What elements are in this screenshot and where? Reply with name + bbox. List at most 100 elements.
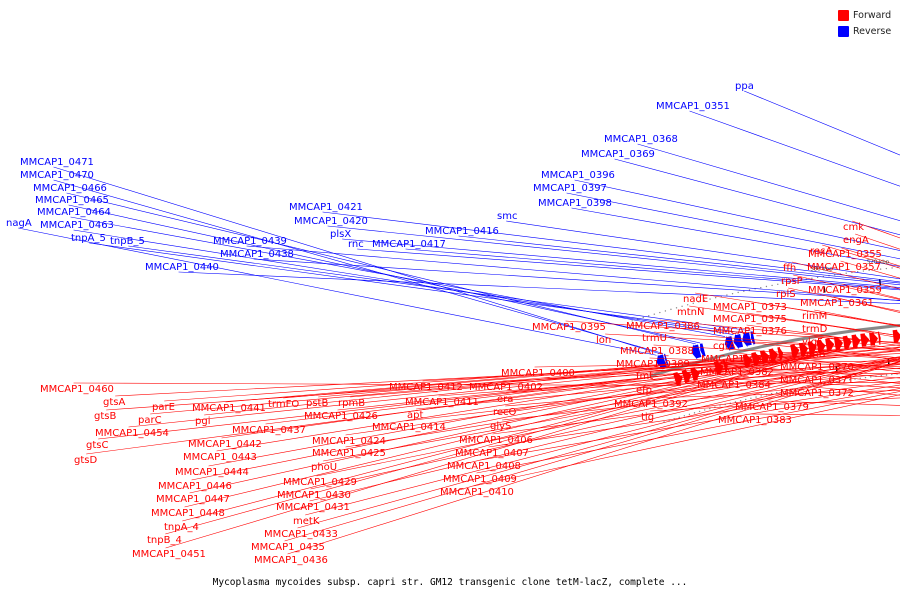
forward-gene-label: ffh (783, 263, 796, 274)
forward-gene-label: gtsC (86, 440, 108, 451)
forward-gene-label: gtsD (74, 455, 97, 466)
major-tick (823, 286, 826, 293)
reverse-leader-line (73, 229, 734, 335)
reverse-leader-line (128, 245, 751, 332)
reverse-gene-label: MMCAP1_0440 (145, 262, 219, 273)
reverse-leader-line (322, 211, 900, 283)
minor-dot (782, 282, 785, 284)
reverse-gene-label: tnpB_5 (110, 236, 145, 247)
forward-gene-label: MMCAP1_0400 (501, 368, 575, 379)
forward-gene-label: MMCAP1_0370 (780, 362, 854, 373)
forward-gene-label: MMCAP1_0446 (158, 481, 232, 492)
reverse-gene-label: MMCAP1_0368 (604, 134, 678, 145)
minor-dot (675, 307, 678, 309)
reverse-leader-line (246, 245, 900, 301)
reverse-leader-line (614, 158, 900, 236)
forward-gene-arrow (892, 329, 900, 344)
forward-leader-line (746, 300, 900, 327)
minor-dot (692, 302, 694, 305)
forward-leader-line (422, 353, 900, 382)
forward-leader-line (221, 349, 851, 439)
forward-gene-label: MMCAP1_0382 (700, 367, 774, 378)
reverse-leader-line (342, 238, 900, 288)
forward-gene-label: MMCAP1_0430 (277, 490, 351, 501)
minor-dot (704, 409, 706, 411)
forward-gene-label: pstB (306, 398, 328, 409)
forward-leader-line (605, 333, 900, 351)
forward-gene-label: MMCAP1_0389 (616, 359, 690, 370)
reverse-gene-label: MMCAP1_0466 (33, 183, 107, 194)
minor-dot (726, 294, 728, 296)
forward-gene-label: MMCAP1_0414 (372, 422, 446, 433)
forward-leader-line (502, 377, 900, 421)
forward-leader-line (337, 350, 900, 411)
forward-gene-label: MMCAP1_0460 (40, 384, 114, 395)
legend-label-reverse: Reverse (853, 26, 892, 37)
forward-gene-label: MMCAP1_0437 (232, 425, 306, 436)
minor-dot (794, 280, 796, 282)
forward-gene-label: MMCAP1_0412 (389, 382, 463, 393)
forward-gene-label: MMCAP1_0409 (443, 474, 517, 485)
minor-dot (686, 304, 689, 306)
forward-gene-label: metK (293, 516, 320, 527)
minor-dot (719, 405, 721, 407)
forward-gene-label: MMCAP1_0424 (312, 436, 386, 447)
minor-dot (843, 379, 846, 382)
forward-leader-line (746, 312, 900, 337)
forward-gene-label: MMCAP1_0443 (183, 452, 257, 463)
minor-dot (631, 320, 633, 322)
forward-leader-line (730, 378, 900, 389)
forward-gene-label: MMCAP1_0384 (697, 380, 771, 391)
forward-gene-label: MMCAP1_0442 (188, 439, 262, 450)
reverse-leader-line (405, 248, 900, 290)
forward-gene-label: tnpB_4 (147, 535, 182, 546)
minor-dot (816, 276, 819, 279)
forward-gene-arrow (833, 336, 843, 351)
forward-gene-label: MMCAP1_0371 (780, 375, 854, 386)
forward-gene-label: MMCAP1_0402 (469, 382, 543, 393)
forward-gene-label: MMCAP1_0433 (264, 529, 338, 540)
reverse-leader-line (68, 204, 701, 344)
minor-dot (885, 374, 888, 376)
reverse-gene-label: MMCAP1_0369 (581, 149, 655, 160)
forward-leader-line (416, 362, 900, 410)
reverse-leader-line (458, 235, 900, 284)
forward-leader-line (768, 400, 900, 406)
reverse-leader-line (18, 227, 657, 356)
minor-dot (659, 311, 661, 314)
minor-dot (750, 397, 752, 399)
forward-gene-label: gtsA (103, 397, 125, 408)
minor-dot (698, 410, 701, 413)
forward-gene-label: MMCAP1_0444 (175, 467, 249, 478)
reverse-gene-label: MMCAP1_0438 (220, 249, 294, 260)
forward-leader-line (287, 361, 900, 555)
forward-gene-label: rimM (802, 311, 827, 322)
forward-gene-label: MMCAP1_0373 (713, 302, 787, 313)
minor-dot (755, 396, 757, 398)
minor-dot (693, 412, 696, 414)
forward-leader-line (164, 353, 820, 402)
reverse-gene-label: MMCAP1_0465 (35, 195, 109, 206)
minor-dot (776, 391, 778, 394)
forward-gene-label: MMCAP1_0376 (713, 326, 787, 337)
forward-gene-label: trmFO (268, 399, 299, 410)
forward-leader-line (654, 331, 900, 352)
reverse-gene-arrow (699, 342, 706, 358)
forward-gene-label: MMCAP1_0410 (440, 487, 514, 498)
forward-leader-line (350, 350, 900, 398)
forward-leader-line (653, 344, 900, 360)
reverse-leader-line (571, 207, 900, 267)
map-caption: Mycoplasma mycoides subsp. capri str. GM… (212, 577, 688, 588)
reverse-leader-line (89, 242, 742, 333)
forward-leader-line (492, 381, 900, 435)
forward-gene-label: lon (596, 335, 611, 346)
legend-item-forward: Forward (838, 8, 900, 23)
reverse-leader-line (574, 179, 900, 251)
forward-leader-line (191, 351, 832, 481)
reverse-gene-arrow (724, 335, 735, 352)
forward-gene-label: MMCAP1_0392 (614, 399, 688, 410)
minor-dot (688, 413, 691, 416)
reverse-gene-label: rnc (348, 239, 364, 250)
forward-leader-line (746, 324, 900, 346)
minor-dot (648, 315, 650, 317)
